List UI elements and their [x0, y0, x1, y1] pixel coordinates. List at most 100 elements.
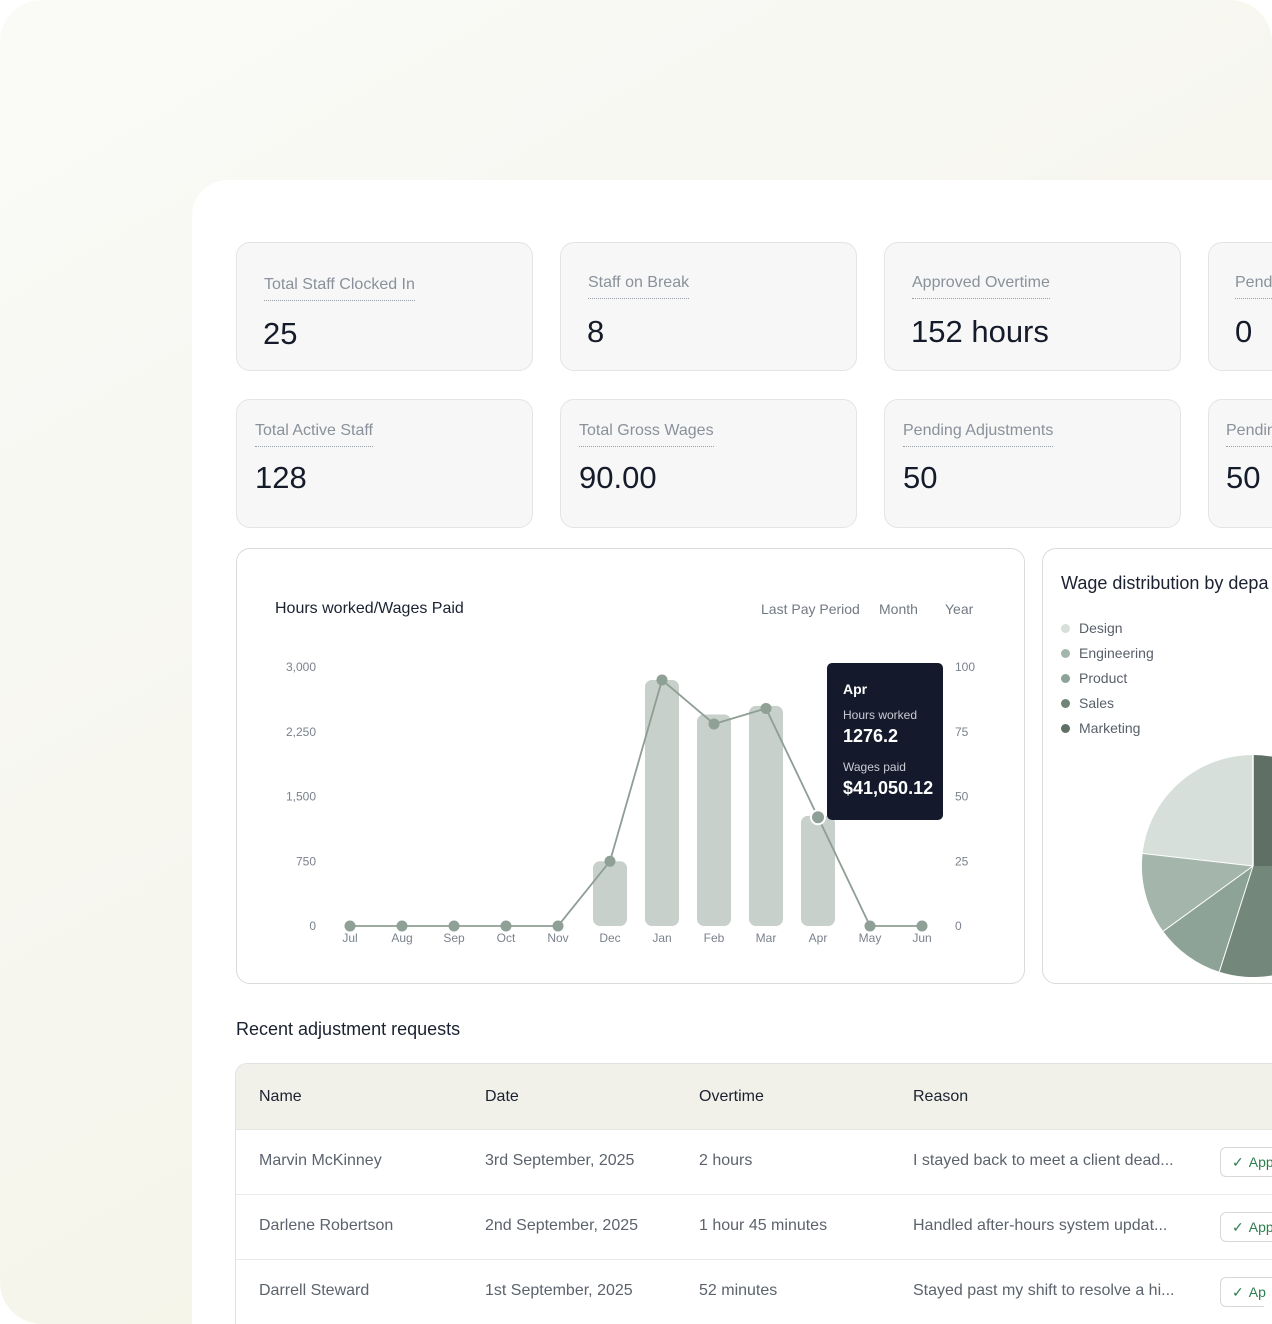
cell-overtime: 1 hour 45 minutes [699, 1217, 828, 1234]
stat-value: 0 [1235, 314, 1253, 349]
check-icon: ✓ [1232, 1219, 1244, 1235]
wage-distribution-card: Wage distribution by depa Design Enginee… [1042, 548, 1272, 984]
wages-point-feb [708, 718, 720, 730]
wages-point-mar [760, 702, 772, 714]
pie-slice-marketing [1253, 755, 1272, 866]
recent-adjustments-title: Recent adjustment requests [236, 1019, 461, 1039]
x-tick-label: Oct [497, 931, 516, 945]
stat-card-pending: Pend 0 [1208, 242, 1272, 371]
stat-card-total-active-staff: Total Active Staff 128 [236, 399, 533, 528]
approve-label: App [1248, 1219, 1272, 1235]
x-tick-label: Mar [756, 931, 777, 945]
stat-value: 50 [1226, 460, 1261, 495]
legend-dot [1061, 623, 1070, 633]
x-tick-label: Jun [912, 931, 931, 945]
x-tick-label: Jan [652, 931, 671, 945]
stat-label: Total Active Staff [255, 422, 373, 447]
pie-slice-engineering [1141, 853, 1253, 932]
x-tick-label: Nov [547, 931, 568, 945]
legend-dot [1061, 698, 1070, 708]
approve-label: Ap [1248, 1284, 1266, 1300]
legend-item-product: Product [1061, 670, 1127, 686]
stat-label: Total Gross Wages [579, 422, 714, 447]
chart-title: Hours worked/Wages Paid [275, 600, 464, 617]
stat-card-staff-on-break: Staff on Break 8 [560, 242, 857, 371]
pie-slice-design [1142, 754, 1253, 866]
legend-dot [1061, 723, 1070, 733]
y-left-tick-label: 1,500 [286, 790, 316, 804]
tooltip-wages-value: $41,050.12 [843, 778, 934, 798]
y-left-tick-label: 3,000 [286, 660, 316, 674]
tooltip-wages-label: Wages paid [843, 760, 906, 774]
legend-item-design: Design [1061, 620, 1123, 636]
y-right-tick-label: 100 [955, 660, 975, 674]
wages-line [350, 678, 922, 927]
column-header-name: Name [259, 1088, 302, 1105]
cell-date: 3rd September, 2025 [485, 1152, 635, 1169]
adjustment-requests-table: Name Date Overtime Reason Marvin McKinne… [235, 1063, 1272, 1324]
cell-date: 1st September, 2025 [485, 1282, 633, 1299]
approve-button[interactable]: ✓ Ap [1220, 1277, 1272, 1307]
legend-label: Product [1079, 670, 1128, 686]
cell-reason: Handled after-hours system updat... [913, 1217, 1168, 1234]
table-header: Name Date Overtime Reason [236, 1064, 1272, 1130]
x-tick-label: Jul [342, 931, 357, 945]
wages-point-may [864, 920, 876, 932]
wages-point-apr [810, 809, 826, 826]
cell-overtime: 2 hours [699, 1152, 753, 1169]
hours-wages-chart-card: Hours worked/Wages Paid Last Pay Period … [236, 548, 1025, 984]
x-tick-label: Aug [391, 931, 412, 945]
cell-overtime: 52 minutes [699, 1282, 778, 1299]
wages-point-aug [396, 920, 408, 932]
stat-card-pending-adjustments: Pending Adjustments 50 [884, 399, 1181, 528]
cell-reason: Stayed past my shift to resolve a hi... [913, 1282, 1175, 1299]
legend-label: Marketing [1079, 720, 1141, 736]
cell-reason: I stayed back to meet a client dead... [913, 1152, 1174, 1169]
wages-point-jan [656, 674, 668, 686]
table-row: Marvin McKinney 3rd September, 2025 2 ho… [236, 1130, 1272, 1195]
period-year[interactable]: Year [945, 601, 974, 617]
stat-value: 128 [255, 460, 307, 495]
wages-point-jun [916, 920, 928, 932]
stat-label: Pendin [1226, 422, 1272, 447]
column-header-date: Date [485, 1088, 519, 1105]
chart-bar-dec [593, 861, 627, 926]
pie-slice-product [1163, 866, 1253, 972]
approve-button[interactable]: ✓ App [1220, 1212, 1272, 1242]
legend-label: Sales [1079, 695, 1115, 711]
stat-label: Pending Adjustments [903, 422, 1054, 447]
stat-label: Total Staff Clocked In [264, 276, 415, 301]
wages-point-jul [344, 920, 356, 932]
cell-date: 2nd September, 2025 [485, 1217, 639, 1234]
hours-wages-chart: 3,000 2,250 1,500 750 0 100 75 50 25 0 Jul Aug Sep Oc… [286, 660, 975, 945]
legend-dot [1061, 673, 1070, 683]
table-row: Darrell Steward 1st September, 2025 52 m… [236, 1260, 1272, 1324]
period-last-pay-period[interactable]: Last Pay Period [761, 601, 860, 617]
legend-item-marketing: Marketing [1061, 720, 1140, 736]
table-row: Darlene Robertson 2nd September, 2025 1 … [236, 1195, 1272, 1260]
stat-value: 152 hours [911, 314, 1049, 349]
stat-card-total-gross-wages: Total Gross Wages 90.00 [560, 399, 857, 528]
tooltip-hours-value: 1276.2 [843, 726, 899, 746]
approve-button[interactable]: ✓ App [1220, 1147, 1272, 1177]
chart-tooltip: Apr Hours worked 1276.2 Wages paid $41,0… [827, 663, 943, 820]
pie-slice-sales [1219, 866, 1272, 978]
y-right-tick-label: 25 [955, 854, 969, 868]
cell-name: Marvin McKinney [259, 1152, 382, 1169]
period-month[interactable]: Month [879, 601, 918, 617]
pie-title: Wage distribution by depa [1061, 573, 1269, 593]
stat-value: 90.00 [579, 460, 657, 495]
y-left-tick-label: 750 [296, 854, 316, 868]
legend-item-engineering: Engineering [1061, 645, 1154, 661]
y-left-tick-label: 2,250 [286, 725, 316, 739]
chart-bar-jan [645, 679, 679, 926]
column-header-reason: Reason [913, 1088, 969, 1105]
x-tick-label: Dec [599, 931, 620, 945]
stat-label: Staff on Break [588, 274, 690, 299]
legend-item-sales: Sales [1061, 695, 1114, 711]
check-icon: ✓ [1232, 1154, 1244, 1170]
y-right-tick-label: 50 [955, 790, 969, 804]
stat-value: 25 [263, 316, 298, 351]
tooltip-month: Apr [843, 681, 868, 697]
